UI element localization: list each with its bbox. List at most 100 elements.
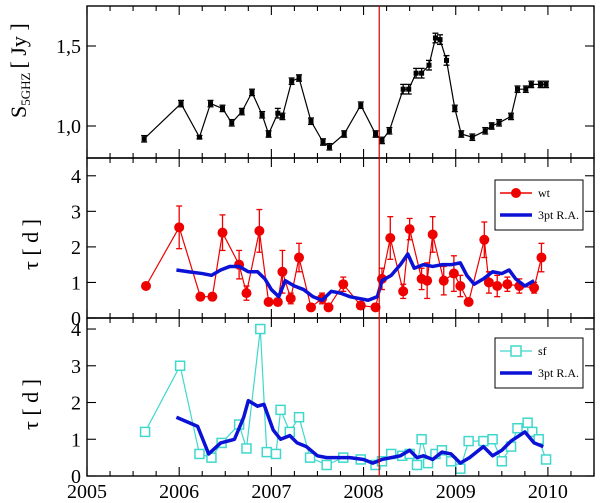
- legend-wt-label: wt: [538, 186, 551, 200]
- data-point: [479, 234, 490, 245]
- legend-ra-label-bot: 3pt R.A.: [538, 366, 579, 380]
- data-point: [341, 131, 347, 137]
- data-point: [266, 131, 272, 137]
- data-point: [416, 434, 427, 445]
- x-tick-label: 2007: [251, 481, 291, 503]
- data-point: [438, 275, 449, 286]
- data-point: [220, 105, 226, 111]
- y-tick-label: 1: [71, 429, 81, 451]
- legend-sf-label: sf: [538, 344, 547, 358]
- data-point: [536, 252, 547, 263]
- data-point: [529, 282, 540, 293]
- data-point: [413, 70, 419, 76]
- data-point: [279, 113, 285, 119]
- data-point: [275, 404, 286, 416]
- x-tick-label: 2008: [344, 481, 384, 503]
- data-point: [496, 456, 508, 467]
- data-point: [432, 35, 438, 41]
- data-point: [338, 279, 349, 290]
- middle-ylabel: τ [ d ]: [18, 219, 43, 270]
- data-point: [270, 448, 282, 460]
- data-point: [427, 229, 438, 240]
- data-point: [385, 233, 396, 243]
- data-point: [358, 102, 364, 108]
- data-point: [487, 434, 498, 445]
- legend-ra-label-mid: 3pt R.A.: [538, 208, 579, 222]
- y-tick-label: 3: [71, 201, 81, 223]
- data-point: [458, 131, 464, 137]
- y-tick-label: 4: [71, 319, 81, 341]
- data-point: [320, 139, 326, 145]
- data-point: [444, 57, 450, 63]
- data-point: [528, 81, 534, 87]
- data-point: [323, 302, 334, 313]
- legend-wt-marker: [511, 188, 521, 198]
- data-point: [255, 323, 266, 335]
- data-point: [543, 81, 549, 87]
- y-tick-label: 4: [71, 166, 81, 188]
- data-point: [370, 302, 381, 313]
- data-point: [455, 281, 466, 291]
- data-point: [492, 281, 503, 291]
- middle-legend: wt 3pt R.A.: [494, 179, 584, 231]
- data-point: [502, 279, 513, 290]
- data-point: [436, 445, 448, 456]
- data-point: [259, 112, 265, 118]
- y-tick-label: 0: [71, 466, 81, 488]
- data-point: [404, 224, 415, 235]
- bottom-legend: sf 3pt R.A.: [494, 337, 584, 389]
- data-point: [455, 463, 466, 474]
- data-point: [398, 286, 409, 297]
- data-point: [523, 86, 529, 92]
- y-tick-label: 2: [71, 393, 81, 415]
- y-tick-label: 1: [71, 272, 81, 294]
- data-point: [174, 360, 186, 372]
- y-tick-label: 1,5: [56, 36, 81, 58]
- legend-sf-marker: [510, 345, 522, 357]
- data-point: [249, 89, 255, 95]
- data-point: [538, 81, 544, 87]
- data-point: [373, 131, 379, 137]
- data-point: [308, 118, 314, 124]
- x-tick-label: 2010: [528, 481, 568, 503]
- data-point: [406, 86, 412, 92]
- data-point: [379, 137, 385, 143]
- data-point: [229, 120, 235, 126]
- data-point: [239, 109, 245, 115]
- panel-top: 1,0 1,5 S5GHZ[ Jy ]: [6, 5, 595, 159]
- data-point: [426, 62, 432, 68]
- data-point: [208, 101, 214, 107]
- data-point: [508, 113, 514, 119]
- x-tick-label: 2006: [159, 481, 199, 503]
- data-point: [463, 435, 474, 447]
- data-point: [272, 297, 283, 307]
- data-point: [448, 268, 459, 279]
- data-point: [512, 422, 523, 434]
- data-point: [195, 291, 206, 302]
- data-point: [469, 134, 475, 140]
- data-point: [293, 411, 305, 423]
- data-point: [400, 86, 406, 92]
- data-point: [140, 281, 151, 291]
- data-point: [306, 302, 317, 313]
- panel-middle: 0 1 2 3 4 τ [ d ] wt 3pt R.A.: [18, 157, 595, 330]
- data-point: [526, 426, 538, 438]
- data-point: [411, 459, 423, 471]
- data-point: [478, 435, 489, 447]
- data-point: [419, 70, 425, 76]
- data-point: [207, 291, 218, 302]
- data-point: [386, 128, 392, 134]
- data-point: [482, 128, 488, 134]
- data-point: [261, 446, 273, 458]
- data-point: [422, 275, 433, 286]
- data-point: [452, 105, 458, 111]
- data-point: [445, 456, 457, 467]
- data-point: [437, 37, 443, 43]
- series-line-3pt-r-a-: [176, 252, 535, 302]
- data-point: [275, 110, 281, 116]
- x-tick-label: 2005: [67, 481, 107, 503]
- data-point: [483, 277, 494, 288]
- series-line-3pt-r-a-: [175, 398, 544, 465]
- data-point: [217, 227, 228, 238]
